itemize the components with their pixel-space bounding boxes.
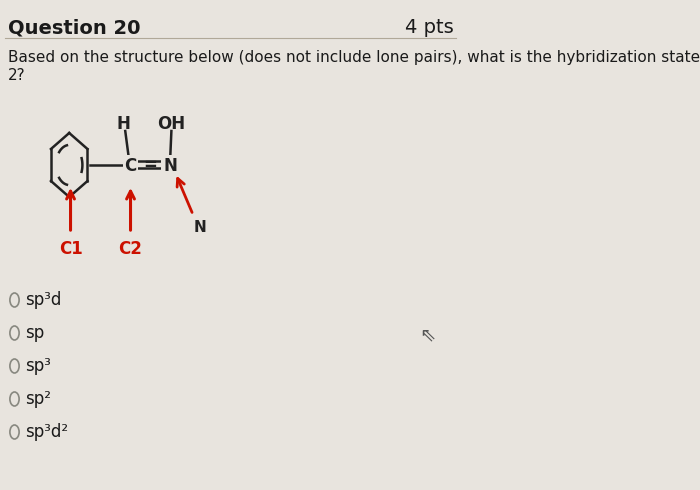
Text: H: H <box>117 115 131 133</box>
Text: N: N <box>163 157 177 175</box>
Text: N: N <box>193 220 206 235</box>
Text: sp³: sp³ <box>25 357 51 375</box>
Text: sp²: sp² <box>25 390 51 408</box>
Text: C2: C2 <box>118 240 143 258</box>
Text: C: C <box>125 157 136 175</box>
Text: 4 pts: 4 pts <box>405 18 454 37</box>
Text: Question 20: Question 20 <box>8 18 141 37</box>
Text: =: = <box>144 156 158 174</box>
Text: ⇖: ⇖ <box>419 325 435 344</box>
Text: C1: C1 <box>59 240 83 258</box>
Text: 2?: 2? <box>8 68 25 83</box>
Text: Based on the structure below (does not include lone pairs), what is the hybridiz: Based on the structure below (does not i… <box>8 50 700 65</box>
Text: sp: sp <box>25 324 44 342</box>
Text: sp³d²: sp³d² <box>25 423 68 441</box>
Text: OH: OH <box>158 115 186 133</box>
Text: sp³d: sp³d <box>25 291 62 309</box>
